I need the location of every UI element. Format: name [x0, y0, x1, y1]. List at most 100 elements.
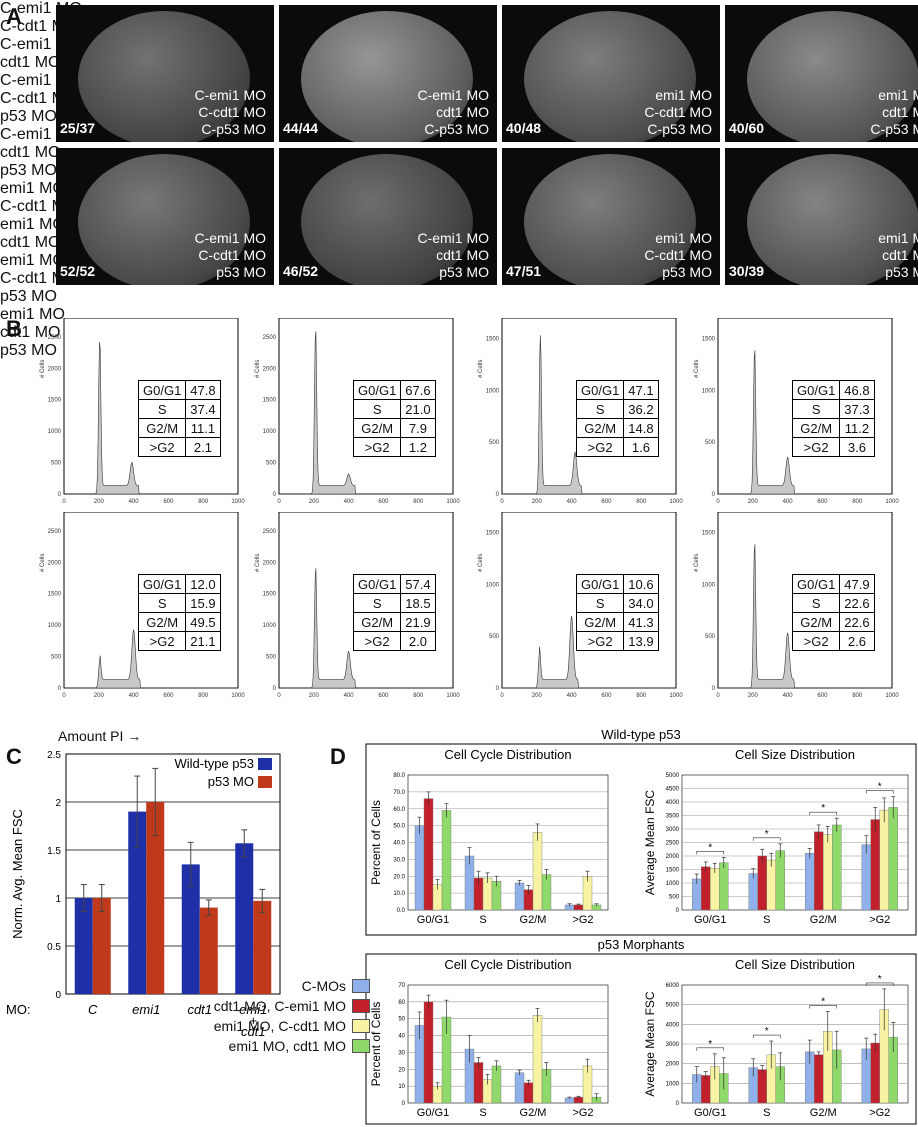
y-tick-label: 1500 — [48, 398, 62, 404]
embryo-shape — [301, 11, 473, 142]
treatment-line: emi1 MO — [878, 87, 918, 103]
treatment-line: cdt1 MO — [0, 324, 61, 341]
y-tick-label: 500 — [51, 655, 62, 661]
bar — [757, 1069, 767, 1104]
category-label: >G2 — [869, 914, 890, 926]
x-tick-label: 0 — [277, 693, 281, 699]
phase-row: >G2 1.2 — [352, 437, 436, 457]
phase-row: G2/M 21.9 — [352, 612, 436, 632]
embryo-shape — [524, 11, 696, 142]
treatment-line: p53 MO — [0, 162, 57, 179]
x-tick-label: 1000 — [669, 693, 683, 699]
phase-row: >G2 2.1 — [137, 437, 221, 457]
bar — [473, 1062, 484, 1104]
x-tick-label: 200 — [309, 693, 320, 699]
bar — [775, 850, 785, 911]
embryo-image: 44/44 C-emi1 MO cdt1 MO C-p53 MO — [279, 5, 497, 142]
bar — [441, 810, 452, 911]
y-tick-label: 0 — [58, 492, 62, 498]
chart-title: Cell Size Distribution — [735, 747, 855, 762]
panel-d-charts: Wild-type p53 p53 Morphants Cell Cycle Dis… — [365, 727, 917, 1125]
y-tick-label: 5000 — [666, 773, 680, 779]
phase-row: G0/G1 47.1 — [575, 380, 659, 400]
x-tick-label: 1000 — [885, 693, 899, 699]
significance-bracket — [696, 851, 725, 855]
x-tick-label: 0 — [500, 499, 504, 505]
bar — [128, 811, 147, 994]
phase-value: 37.4 — [185, 399, 221, 419]
phase-value: 2.6 — [839, 631, 875, 651]
y-tick-label: 500 — [489, 440, 500, 446]
bar — [748, 873, 758, 911]
embryo-image: 47/51 emi1 MO C-cdt1 MO p53 MO — [502, 148, 720, 285]
phase-name: G0/G1 — [575, 380, 625, 400]
x-tick-label: 400 — [567, 499, 578, 505]
phase-name: G2/M — [352, 612, 402, 632]
y-tick-label: 2000 — [666, 1062, 680, 1068]
y-tick-label: 1500 — [702, 531, 716, 537]
bar — [523, 1082, 534, 1104]
phase-table: G0/G1 57.4 S 18.5 G2/M 21.9 >G2 2.0 — [352, 574, 436, 651]
y-tick-label: 2 — [55, 798, 61, 809]
treatment-line: C-cdt1 MO — [644, 247, 712, 263]
phase-table: G0/G1 46.8 S 37.3 G2/M 11.2 >G2 3.6 — [791, 380, 875, 457]
category-label: G2/M — [520, 914, 547, 926]
treatment-line: C-cdt1 MO — [198, 247, 266, 263]
phase-row: G0/G1 12.0 — [137, 574, 221, 594]
phase-name: >G2 — [791, 437, 841, 457]
y-tick-label: 2500 — [263, 529, 277, 535]
treatment-line: p53 MO — [0, 108, 57, 125]
treatment-line: C-emi1 MO — [417, 230, 489, 246]
category-label: G0/G1 — [417, 914, 449, 926]
phase-value: 37.3 — [839, 399, 875, 419]
phase-value: 15.9 — [185, 593, 221, 613]
y-tick-label: 40.0 — [393, 841, 405, 847]
phase-row: G0/G1 47.9 — [791, 574, 875, 594]
category-label: cdt1 — [241, 1024, 266, 1039]
phase-name: >G2 — [137, 437, 187, 457]
phase-row: G2/M 22.6 — [791, 612, 875, 632]
x-tick-label: 200 — [309, 499, 320, 505]
y-tick-label: 1000 — [48, 623, 62, 629]
treatment-line: cdt1 MO — [882, 104, 918, 120]
bar — [253, 900, 272, 994]
treatment-line: C-p53 MO — [424, 121, 489, 137]
embryo-shape — [78, 11, 250, 142]
x-tick-label: 600 — [163, 693, 174, 699]
histogram-curve — [279, 568, 453, 689]
phase-row: S 15.9 — [137, 593, 221, 613]
significance-star: * — [878, 974, 882, 985]
phase-value: 49.5 — [185, 612, 221, 632]
y-axis-label: # Cells — [40, 554, 46, 572]
phase-value: 3.6 — [839, 437, 875, 457]
y-tick-label: 0 — [712, 492, 716, 498]
category-label: cdt1 — [187, 1002, 212, 1017]
y-tick-label: 500 — [705, 440, 716, 446]
y-tick-label: 1000 — [48, 429, 62, 435]
significance-star: * — [765, 1026, 769, 1037]
phase-value: 2.1 — [185, 437, 221, 457]
phase-name: G0/G1 — [137, 380, 187, 400]
phase-row: G2/M 41.3 — [575, 612, 659, 632]
y-axis-label: # Cells — [694, 360, 700, 378]
y-tick-label: 0 — [676, 908, 680, 914]
phase-value: 21.9 — [400, 612, 436, 632]
y-tick-label: 500 — [266, 461, 277, 467]
histogram-curve — [64, 342, 238, 495]
embryo-treatment-label: emi1 MO C-cdt1 MO C-p53 MO — [644, 87, 712, 138]
y-tick-label: 1000 — [702, 582, 716, 588]
histogram-curve — [718, 544, 892, 689]
y-tick-label: 1500 — [48, 592, 62, 598]
y-tick-label: 70 — [398, 983, 405, 989]
y-tick-label: 40 — [398, 1034, 405, 1040]
embryo-shape — [301, 154, 473, 285]
bar — [74, 898, 93, 994]
treatment-line: p53 MO — [216, 264, 266, 280]
phase-row: G2/M 49.5 — [137, 612, 221, 632]
histogram-curve — [718, 350, 892, 495]
treatment-line: p53 MO — [439, 264, 489, 280]
phase-name: G2/M — [352, 418, 402, 438]
phase-value: 36.2 — [623, 399, 659, 419]
x-tick-label: 1000 — [446, 499, 460, 505]
